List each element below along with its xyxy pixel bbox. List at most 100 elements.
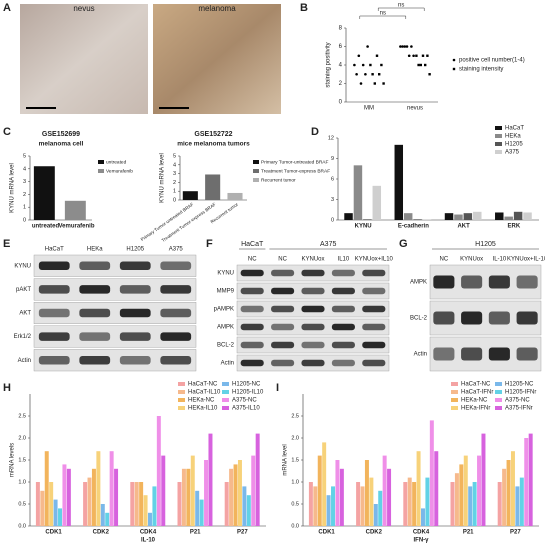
x-tick-label: CDK2 (366, 530, 383, 536)
blot-band (362, 323, 386, 331)
x-tick-label: CDK1 (318, 530, 335, 536)
row-label: AMPK (217, 325, 234, 331)
dot (421, 54, 425, 57)
image-label: melanoma (198, 4, 236, 13)
blot-band (461, 275, 483, 289)
legend-label: HEKa-NC (188, 398, 215, 404)
y-tick-label: 0 (339, 100, 343, 106)
panel-letter: C (3, 126, 11, 138)
blot-band (160, 332, 192, 341)
panel-letter: H (3, 382, 11, 394)
bar (429, 420, 434, 526)
histology-image (20, 4, 148, 114)
bar (242, 486, 247, 526)
lane-label: NC (440, 257, 449, 263)
lane-label: KYNUox (460, 257, 483, 263)
y-tick-label: 0.5 (291, 501, 299, 507)
legend-swatch (451, 398, 458, 402)
legend-swatch (451, 382, 458, 386)
y-tick-label: 2 (23, 192, 26, 198)
blot-band (362, 305, 386, 313)
bar (363, 219, 372, 220)
legend-swatch (452, 58, 456, 62)
bar (246, 495, 251, 526)
blot-band (79, 285, 111, 294)
bar (454, 214, 463, 220)
legend-label: Vemurafenib (106, 168, 133, 174)
bar (403, 482, 408, 526)
bar (331, 486, 336, 526)
blot-band (488, 275, 510, 289)
blot-band (301, 341, 325, 349)
legend-swatch (178, 382, 185, 386)
blot-band (119, 355, 151, 365)
blot-band (271, 305, 295, 313)
legend-swatch (98, 169, 104, 173)
bar (64, 200, 86, 220)
bar (387, 468, 392, 526)
dot (371, 73, 374, 76)
legend-label: HEKa-IL10 (188, 406, 218, 412)
blot-band (240, 269, 264, 277)
blot-band (301, 305, 325, 313)
bar (114, 468, 119, 526)
bracket (377, 7, 425, 11)
blot-band (160, 355, 192, 365)
legend-label: H1205-NC (232, 382, 261, 388)
bar (425, 477, 430, 526)
chart-subtitle: melanoma cell (39, 141, 84, 148)
x-tick-label: MM (364, 106, 374, 112)
dot (355, 72, 358, 76)
blot-band (79, 261, 111, 271)
legend-swatch (495, 398, 502, 402)
bar (130, 482, 135, 526)
bar (35, 482, 40, 526)
lane-label: KYNUox+IL-10 (507, 257, 545, 263)
legend-label: HaCaT-IFNr (461, 390, 493, 396)
legend-swatch (253, 178, 259, 182)
x-tick-label: KYNU (355, 224, 372, 230)
dot (399, 45, 402, 48)
image-label: nevus (73, 4, 94, 13)
y-tick-label: 2.0 (18, 435, 26, 441)
blot-band (119, 308, 151, 318)
row-label: BCL-2 (410, 316, 428, 322)
blot-band (433, 347, 455, 361)
y-tick-label: 12 (328, 135, 334, 141)
dot (357, 54, 361, 58)
blot-band (362, 359, 386, 367)
blot-strip (33, 325, 197, 348)
bar (524, 438, 529, 526)
y-tick-label: 0.0 (18, 523, 26, 529)
panel-letter: D (311, 126, 319, 138)
bar (177, 482, 182, 526)
blot-band (433, 275, 455, 289)
dot (424, 63, 427, 67)
legend-label: Primary Tumor-untreated BRAF (261, 159, 329, 165)
blot-band (362, 341, 386, 349)
dot (428, 73, 431, 76)
legend-label: A375-NC (232, 398, 257, 404)
legend-label: HaCaT-NC (461, 382, 491, 388)
legend-label: A375-IFNr (505, 406, 533, 412)
chart-subtitle: mice melanoma tumors (177, 141, 250, 148)
bar (152, 486, 157, 526)
x-tick-label: untreated (32, 224, 60, 230)
blot-band (271, 323, 295, 331)
bar (378, 490, 383, 526)
legend-label: H1205-NC (505, 382, 534, 388)
y-tick-label: 6 (339, 44, 343, 50)
legend-swatch (222, 382, 229, 386)
legend-label: untreated (106, 159, 127, 165)
legend-swatch (451, 406, 458, 410)
bar (143, 495, 148, 526)
x-tick-label: CDK1 (45, 530, 62, 536)
x-tick-label: P21 (190, 530, 201, 536)
legend-label: positive cell number(1-4) (459, 58, 525, 64)
blot-band (301, 359, 325, 367)
y-tick-label: 2.5 (291, 413, 299, 419)
legend-swatch (253, 160, 259, 164)
y-tick-label: 4 (173, 162, 176, 168)
bar (109, 451, 114, 526)
y-tick-label: 8 (339, 26, 343, 32)
